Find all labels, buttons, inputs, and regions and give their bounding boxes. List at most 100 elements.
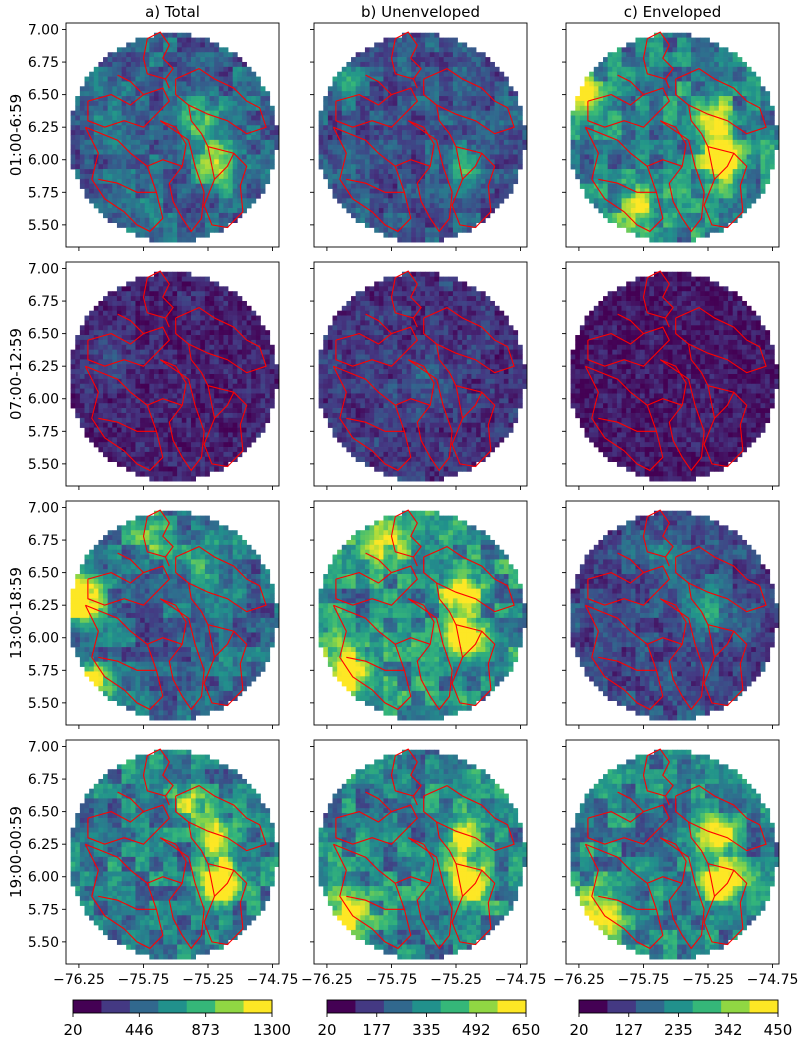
heatmap-cell	[499, 183, 505, 189]
heatmap-cell	[457, 198, 463, 204]
heatmap-cell	[635, 188, 641, 194]
heatmap-cell	[79, 115, 85, 121]
heatmap-cell	[513, 149, 519, 155]
heatmap-cell	[355, 149, 361, 155]
heatmap-cell	[214, 115, 220, 121]
heatmap-cell	[718, 227, 724, 233]
heatmap-cell	[135, 71, 141, 77]
heatmap-cell	[686, 164, 692, 170]
heatmap-cell	[223, 178, 229, 185]
heatmap-cell	[741, 139, 747, 146]
heatmap-cell	[443, 227, 449, 233]
heatmap-cell	[616, 178, 622, 185]
heatmap-cell	[737, 57, 743, 63]
heatmap-cell	[653, 47, 659, 53]
heatmap-cell	[388, 212, 394, 219]
heatmap-cell	[144, 198, 150, 204]
heatmap-cell	[603, 169, 609, 175]
heatmap-cell	[681, 212, 687, 219]
heatmap-cell	[448, 120, 454, 126]
heatmap-cell	[214, 61, 220, 68]
heatmap-cell	[695, 91, 701, 97]
heatmap-cell	[218, 130, 224, 136]
heatmap-cell	[429, 212, 435, 219]
heatmap-cell	[374, 164, 380, 170]
heatmap-cell	[452, 178, 458, 185]
heatmap-cell	[672, 227, 678, 233]
heatmap-cell	[378, 61, 384, 68]
heatmap-cell	[360, 76, 366, 82]
heatmap-cell	[667, 188, 673, 194]
heatmap-cell	[448, 232, 454, 238]
heatmap-cell	[653, 237, 659, 243]
heatmap-cell	[494, 71, 500, 77]
heatmap-cell	[704, 76, 710, 82]
heatmap-cell	[677, 52, 683, 58]
heatmap-cell	[135, 135, 141, 141]
heatmap-cell	[704, 47, 710, 53]
heatmap-cell	[494, 81, 500, 87]
heatmap-cell	[718, 178, 724, 185]
heatmap-cell	[480, 52, 486, 58]
heatmap-cell	[112, 378, 118, 385]
heatmap-cell	[116, 164, 122, 170]
heatmap-cell	[765, 120, 771, 126]
heatmap-cell	[241, 66, 247, 73]
heatmap-cell	[626, 227, 632, 233]
heatmap-cell	[130, 115, 136, 121]
heatmap-cell	[167, 222, 173, 228]
heatmap-cell	[649, 237, 655, 243]
heatmap-cell	[593, 66, 599, 73]
heatmap-cell	[341, 125, 347, 131]
heatmap-cell	[485, 178, 491, 185]
heatmap-cell	[195, 193, 201, 199]
heatmap-cell	[209, 139, 215, 146]
heatmap-cell	[499, 110, 505, 116]
heatmap-cell	[681, 169, 687, 175]
heatmap-cell	[98, 173, 104, 180]
heatmap-cell	[327, 125, 333, 131]
heatmap-cell	[163, 100, 169, 107]
heatmap-cell	[163, 232, 169, 238]
heatmap-cell	[70, 159, 76, 165]
heatmap-cell	[603, 164, 609, 170]
heatmap-cell	[448, 91, 454, 97]
heatmap-cell	[209, 227, 215, 233]
heatmap-cell	[480, 188, 486, 194]
heatmap-cell	[579, 149, 585, 155]
heatmap-cell	[107, 139, 113, 146]
heatmap-cell	[89, 335, 95, 341]
heatmap-cell	[374, 57, 380, 63]
heatmap-cell	[494, 149, 500, 155]
heatmap-cell	[480, 203, 486, 209]
heatmap-cell	[672, 81, 678, 87]
heatmap-cell	[103, 91, 109, 97]
heatmap-cell	[75, 339, 81, 346]
heatmap-cell	[741, 91, 747, 97]
heatmap-cell	[415, 135, 421, 141]
heatmap-cell	[476, 183, 482, 189]
heatmap-cell	[728, 208, 734, 214]
heatmap-cell	[181, 173, 187, 180]
heatmap-cell	[760, 139, 766, 146]
heatmap-cell	[153, 183, 159, 189]
heatmap-cell	[84, 330, 90, 336]
heatmap-cell	[346, 193, 352, 199]
heatmap-cell	[223, 115, 229, 121]
heatmap-cell	[677, 188, 683, 194]
heatmap-cell	[397, 52, 403, 58]
heatmap-cell	[765, 96, 771, 102]
heatmap-cell	[107, 217, 113, 223]
heatmap-cell	[584, 91, 590, 97]
heatmap-cell	[116, 427, 122, 433]
heatmap-cell	[140, 52, 146, 58]
heatmap-cell	[378, 96, 384, 102]
heatmap-cell	[471, 91, 477, 97]
heatmap-cell	[598, 91, 604, 97]
basin-boundary-line	[214, 152, 235, 180]
heatmap-cell	[584, 178, 590, 185]
heatmap-cell	[79, 335, 85, 341]
heatmap-cell	[612, 144, 618, 150]
heatmap-cell	[485, 159, 491, 165]
heatmap-cell	[153, 125, 159, 131]
